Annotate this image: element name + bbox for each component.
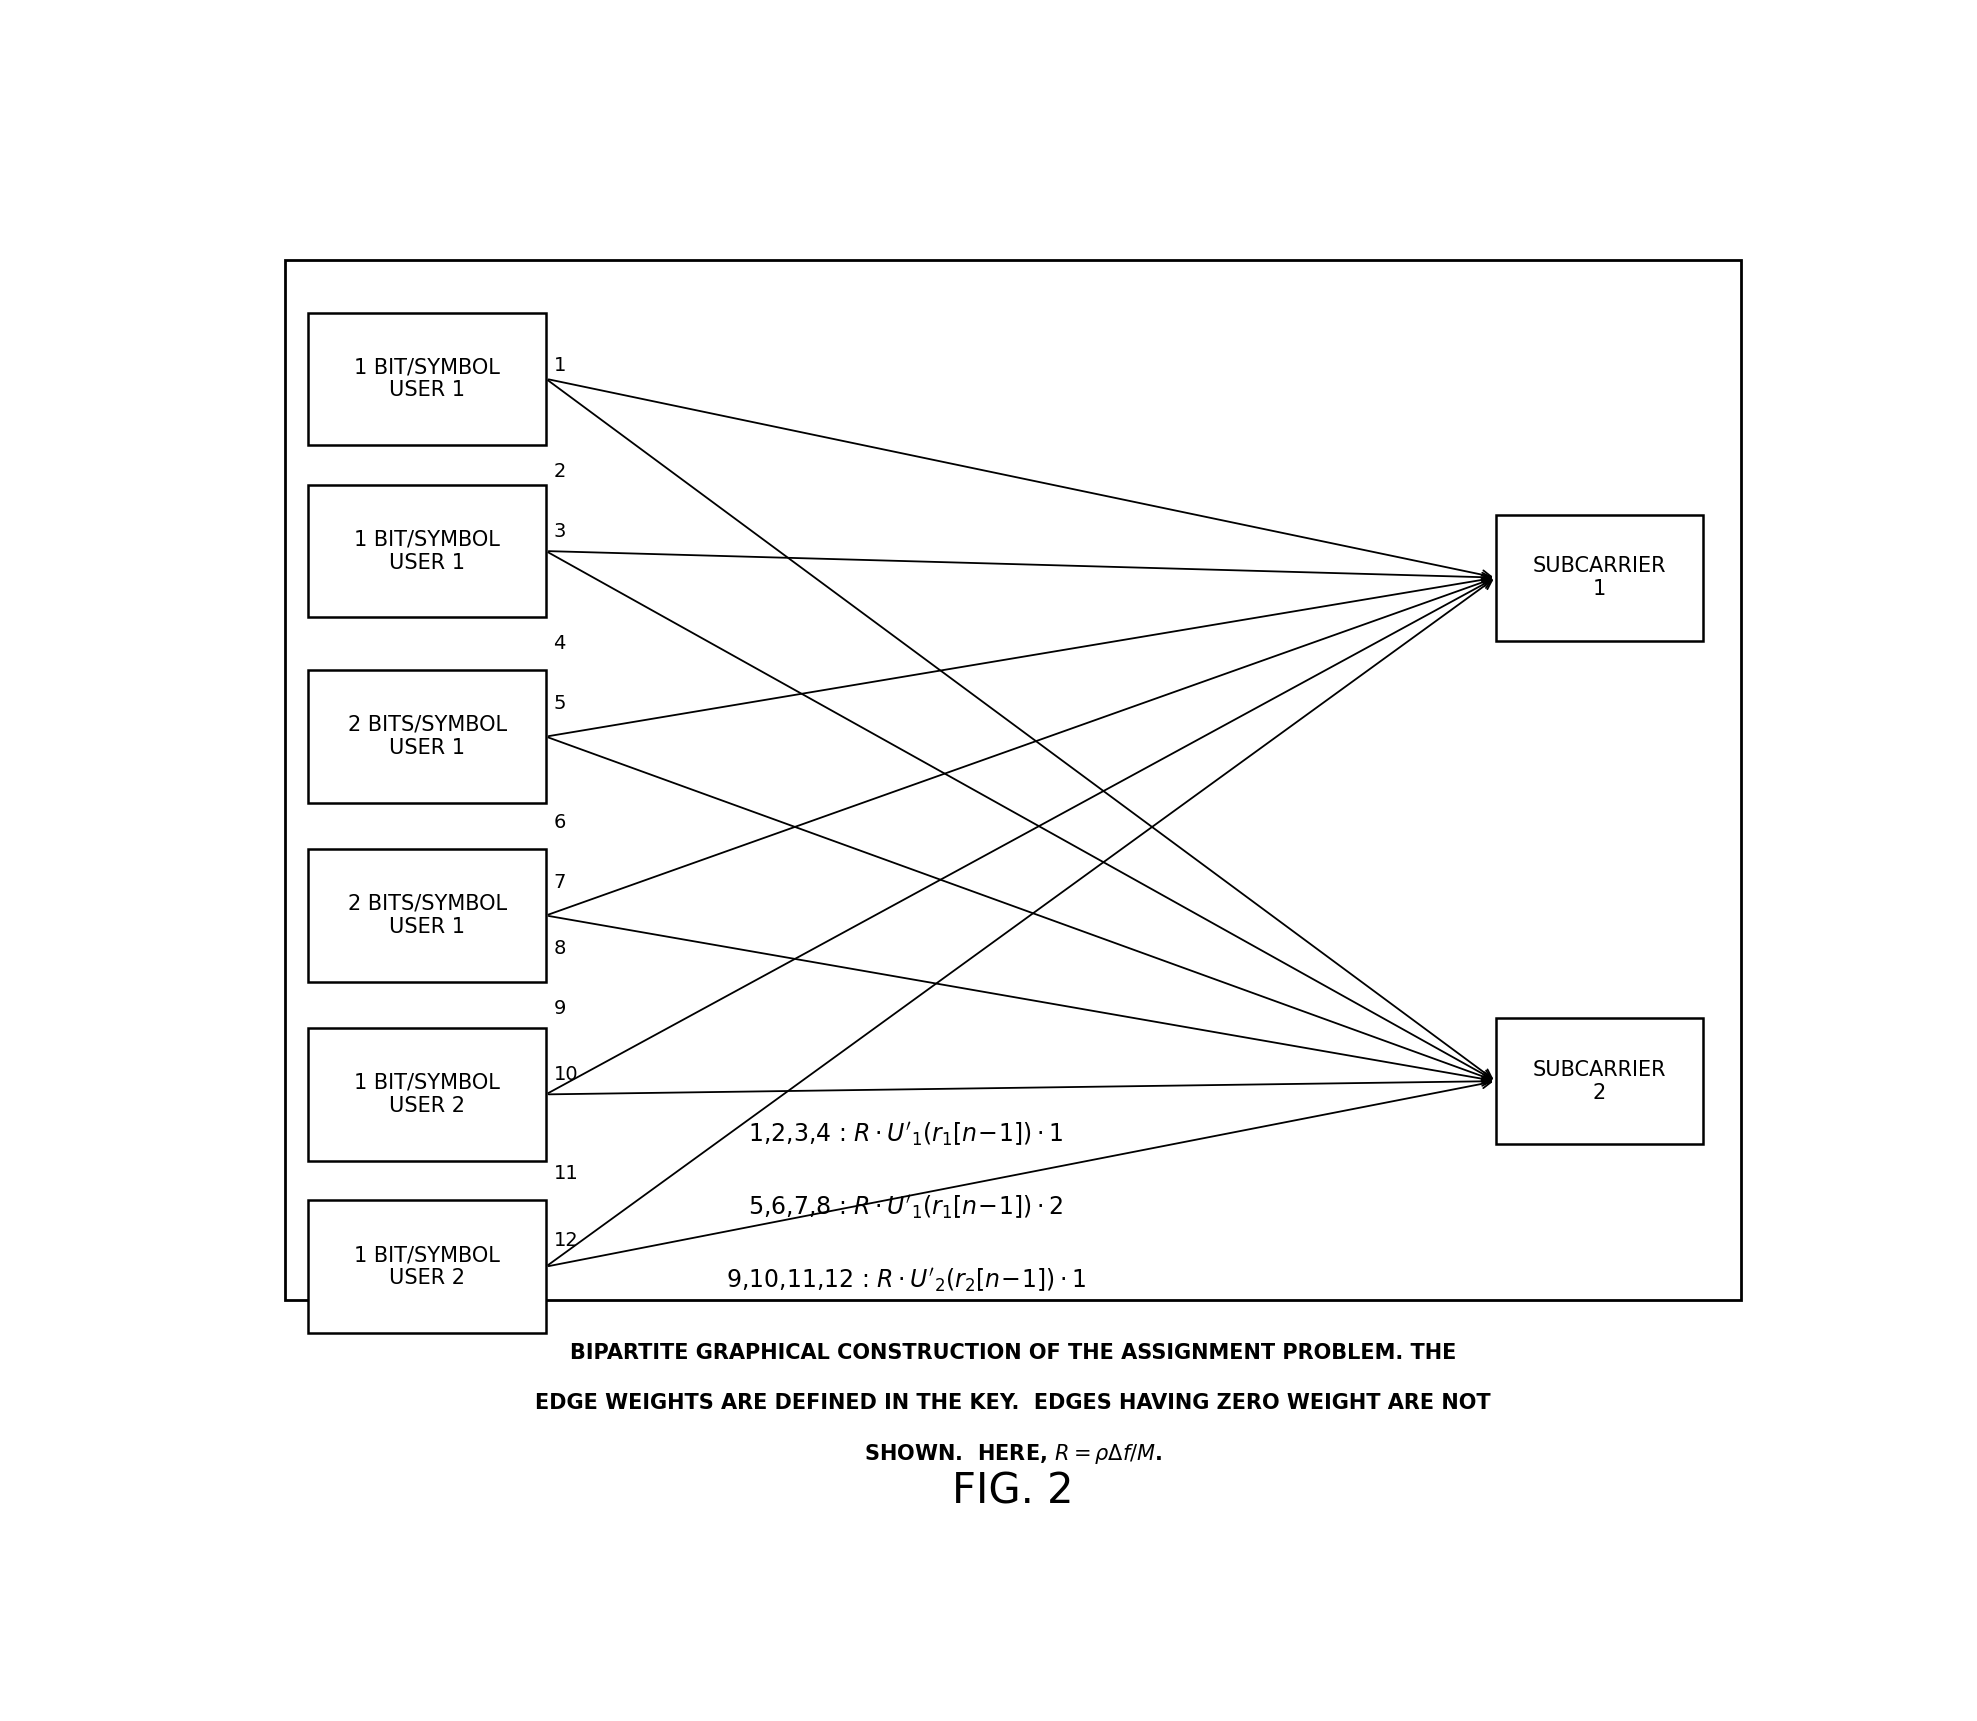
Bar <box>308 1201 546 1332</box>
Bar <box>308 313 546 446</box>
Text: FIG. 2: FIG. 2 <box>953 1471 1074 1513</box>
Text: 6: 6 <box>554 814 565 833</box>
Text: EDGE WEIGHTS ARE DEFINED IN THE KEY.  EDGES HAVING ZERO WEIGHT ARE NOT: EDGE WEIGHTS ARE DEFINED IN THE KEY. EDG… <box>536 1392 1491 1413</box>
Text: 4: 4 <box>554 635 565 654</box>
Bar <box>308 485 546 618</box>
Text: 9,10,11,12 : $R \cdot U'_2(r_2[n\!-\!1]) \cdot 1$: 9,10,11,12 : $R \cdot U'_2(r_2[n\!-\!1])… <box>726 1267 1085 1294</box>
Text: 2: 2 <box>554 461 565 482</box>
Text: 9: 9 <box>554 998 565 1017</box>
Text: 1 BIT/SYMBOL
USER 2: 1 BIT/SYMBOL USER 2 <box>354 1244 500 1289</box>
Text: 7: 7 <box>554 873 565 891</box>
Text: 10: 10 <box>554 1065 577 1084</box>
Text: 11: 11 <box>554 1165 579 1184</box>
Text: SUBCARRIER
2: SUBCARRIER 2 <box>1532 1060 1667 1103</box>
Text: 1 BIT/SYMBOL
USER 2: 1 BIT/SYMBOL USER 2 <box>354 1072 500 1115</box>
Bar <box>285 260 1742 1299</box>
Bar <box>1497 1019 1702 1144</box>
Bar <box>308 671 546 804</box>
Text: 2 BITS/SYMBOL
USER 1: 2 BITS/SYMBOL USER 1 <box>348 714 506 759</box>
Text: 1: 1 <box>554 356 565 375</box>
Bar <box>1497 515 1702 640</box>
Text: 5: 5 <box>554 694 565 712</box>
Text: 1 BIT/SYMBOL
USER 1: 1 BIT/SYMBOL USER 1 <box>354 530 500 573</box>
Text: 1,2,3,4 : $R \cdot U'_1(r_1[n\!-\!1]) \cdot 1$: 1,2,3,4 : $R \cdot U'_1(r_1[n\!-\!1]) \c… <box>749 1120 1064 1148</box>
Text: 8: 8 <box>554 940 565 959</box>
Text: SUBCARRIER
1: SUBCARRIER 1 <box>1532 556 1667 599</box>
Text: SHOWN.  HERE, $R = \rho\Delta f/M$.: SHOWN. HERE, $R = \rho\Delta f/M$. <box>864 1442 1162 1466</box>
Bar <box>308 1027 546 1160</box>
Text: 12: 12 <box>554 1231 579 1249</box>
Text: 3: 3 <box>554 521 565 540</box>
Bar <box>308 848 546 981</box>
Text: 1 BIT/SYMBOL
USER 1: 1 BIT/SYMBOL USER 1 <box>354 358 500 401</box>
Text: 5,6,7,8 : $R \cdot U'_1(r_1[n\!-\!1]) \cdot 2$: 5,6,7,8 : $R \cdot U'_1(r_1[n\!-\!1]) \c… <box>749 1193 1064 1220</box>
Text: BIPARTITE GRAPHICAL CONSTRUCTION OF THE ASSIGNMENT PROBLEM. THE: BIPARTITE GRAPHICAL CONSTRUCTION OF THE … <box>569 1342 1457 1363</box>
Text: 2 BITS/SYMBOL
USER 1: 2 BITS/SYMBOL USER 1 <box>348 893 506 938</box>
